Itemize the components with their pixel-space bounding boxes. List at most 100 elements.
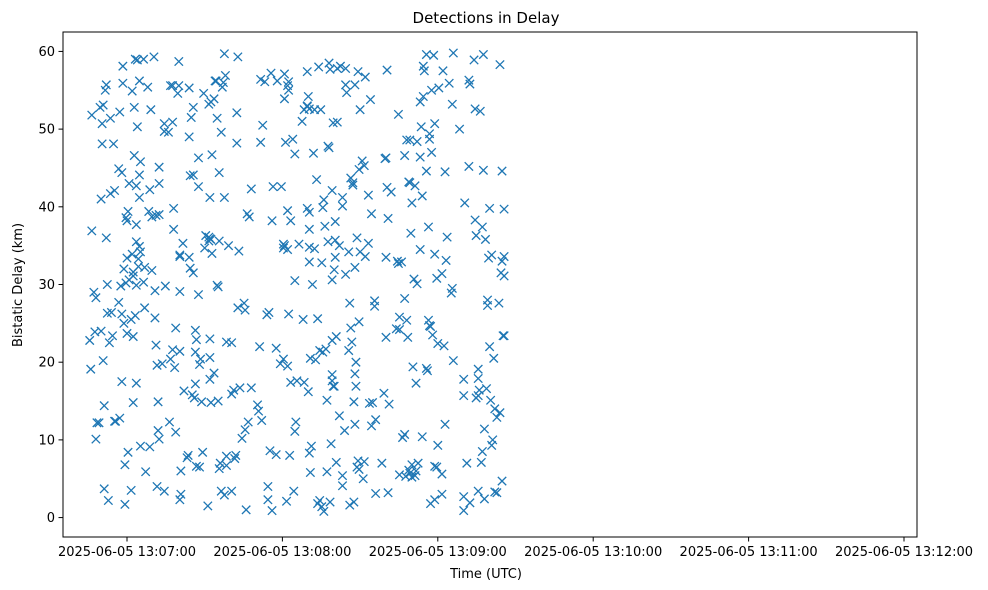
scatter-point xyxy=(418,91,428,102)
scatter-point xyxy=(393,258,404,269)
scatter-point xyxy=(447,99,457,109)
scatter-point xyxy=(315,495,325,506)
scatter-point xyxy=(210,76,220,86)
scatter-point xyxy=(206,397,216,408)
scatter-point xyxy=(97,139,107,149)
scatter-point xyxy=(257,415,267,426)
scatter-point xyxy=(464,161,474,172)
scatter-point xyxy=(408,362,418,372)
scatter-point xyxy=(393,109,404,120)
scatter-point xyxy=(444,78,454,88)
x-tick-label: 2025-06-05 13:11:00 xyxy=(680,545,818,560)
scatter-point xyxy=(326,439,336,449)
scatter-point xyxy=(350,419,360,430)
scatter-point xyxy=(115,107,125,117)
scatter-point xyxy=(114,297,124,308)
scatter-point xyxy=(306,441,317,451)
scatter-point xyxy=(304,242,314,252)
scatter-point xyxy=(499,204,509,214)
scatter-point xyxy=(260,77,270,87)
scatter-point xyxy=(337,481,348,491)
scatter-point xyxy=(497,166,507,176)
scatter-point xyxy=(131,220,141,230)
scatter-point xyxy=(266,68,276,78)
scatter-point xyxy=(427,330,438,340)
scatter-point xyxy=(430,461,440,471)
scatter-point xyxy=(185,171,195,181)
scatter-point xyxy=(133,254,144,264)
scatter-point xyxy=(329,265,339,275)
scatter-point xyxy=(357,156,367,166)
scatter-point xyxy=(86,364,96,374)
scatter-point xyxy=(219,49,230,59)
scatter-point xyxy=(334,240,345,251)
y-tick-label: 0 xyxy=(47,511,55,526)
scatter-point xyxy=(286,377,296,388)
scatter-point xyxy=(128,271,138,281)
scatter-point xyxy=(168,203,179,214)
scatter-point xyxy=(282,206,293,216)
scatter-point xyxy=(407,198,417,208)
scatter-point xyxy=(394,470,405,480)
scatter-point xyxy=(407,472,417,482)
scatter-point xyxy=(115,413,125,423)
scatter-point xyxy=(265,446,275,456)
scatter-point xyxy=(200,243,210,253)
scatter-point xyxy=(173,88,183,99)
scatter-point xyxy=(139,303,150,313)
x-tick-label: 2025-06-05 13:07:00 xyxy=(58,545,196,560)
scatter-point xyxy=(294,239,304,249)
scatter-point xyxy=(138,277,149,287)
y-tick-label: 10 xyxy=(38,433,55,448)
scatter-point xyxy=(135,441,146,451)
scatter-point xyxy=(164,417,175,427)
scatter-point xyxy=(379,388,389,398)
scatter-point xyxy=(303,387,313,397)
scatter-point xyxy=(407,460,417,470)
scatter-point xyxy=(473,373,483,384)
scatter-point xyxy=(184,252,194,262)
scatter-point xyxy=(479,494,490,504)
scatter-point xyxy=(478,49,489,60)
scatter-point xyxy=(316,105,326,115)
scatter-point xyxy=(175,251,185,262)
scatter-point xyxy=(354,464,364,475)
scatter-point xyxy=(179,386,189,396)
scatter-point xyxy=(271,449,281,460)
scatter-point xyxy=(169,362,180,373)
scatter-point xyxy=(140,467,151,477)
scatter-point xyxy=(290,275,300,286)
scatter-point xyxy=(104,338,115,348)
scatter-point xyxy=(337,201,348,211)
scatter-point xyxy=(244,212,254,222)
scatter-point xyxy=(152,481,162,492)
scatter-point xyxy=(494,298,504,308)
scatter-point xyxy=(391,324,402,334)
scatter-point xyxy=(175,286,185,297)
scatter-point xyxy=(130,310,140,321)
scatter-point xyxy=(495,59,505,70)
x-tick-label: 2025-06-05 13:09:00 xyxy=(369,545,507,560)
scatter-point xyxy=(154,209,164,220)
scatter-point xyxy=(322,395,332,405)
scatter-point xyxy=(167,117,178,127)
scatter-point xyxy=(124,178,134,189)
scatter-point xyxy=(349,397,359,407)
scatter-point xyxy=(147,265,157,276)
scatter-point xyxy=(163,127,174,137)
scatter-point xyxy=(283,309,294,319)
scatter-point xyxy=(405,135,415,145)
scatter-point xyxy=(209,368,219,378)
scatter-point xyxy=(109,185,120,196)
scatter-point xyxy=(473,486,483,496)
scatter-point xyxy=(309,244,320,254)
scatter-point xyxy=(304,207,314,217)
scatter-point xyxy=(85,335,95,346)
scatter-point xyxy=(151,340,161,350)
scatter-point xyxy=(240,305,250,315)
scatter-point xyxy=(101,233,111,243)
scatter-point xyxy=(271,343,281,353)
scatter-point xyxy=(425,321,436,332)
scatter-point xyxy=(399,293,410,304)
scatter-point xyxy=(424,134,435,144)
